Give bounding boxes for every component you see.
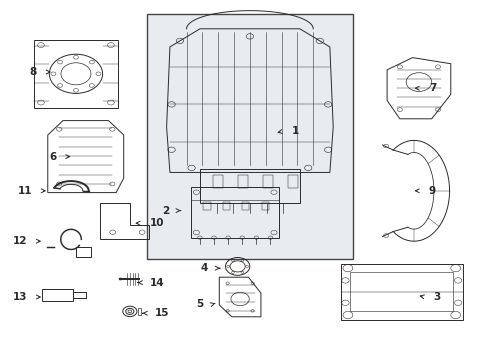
Bar (213, 175, 223, 188)
Text: 2: 2 (162, 206, 169, 216)
Bar (42, 289, 73, 301)
Text: 10: 10 (149, 218, 164, 228)
Text: 15: 15 (154, 308, 169, 318)
Text: 5: 5 (196, 299, 203, 309)
Text: 6: 6 (49, 152, 56, 162)
Bar (200, 170, 300, 203)
Bar (288, 175, 298, 188)
Text: 13: 13 (12, 292, 27, 302)
Bar (138, 308, 142, 315)
Bar (242, 202, 249, 210)
Text: 4: 4 (201, 263, 208, 273)
Bar (76, 247, 91, 257)
Bar (238, 175, 248, 188)
Polygon shape (119, 278, 122, 280)
Text: 11: 11 (17, 186, 32, 196)
Text: 9: 9 (429, 186, 436, 196)
Text: 12: 12 (12, 236, 27, 246)
Text: 1: 1 (292, 126, 299, 136)
Bar (263, 175, 273, 188)
FancyBboxPatch shape (147, 14, 353, 259)
Bar (34, 40, 118, 108)
Text: 7: 7 (429, 83, 436, 93)
Bar (262, 202, 269, 210)
Bar (223, 202, 230, 210)
Text: 8: 8 (29, 67, 37, 77)
Bar (203, 202, 211, 210)
Text: 3: 3 (434, 292, 441, 302)
Bar (191, 187, 279, 238)
Bar (350, 272, 453, 311)
Bar (341, 264, 463, 320)
Text: 14: 14 (149, 278, 164, 288)
